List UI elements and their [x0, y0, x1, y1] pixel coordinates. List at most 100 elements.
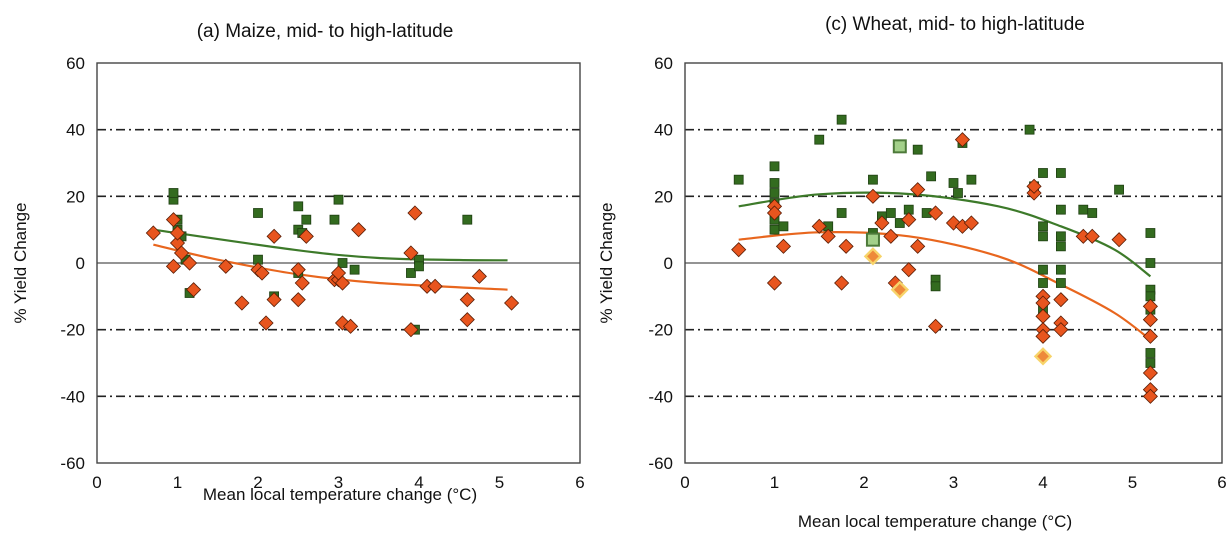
data-point-square: [333, 194, 344, 205]
data-point-diamond: [266, 292, 282, 308]
y-tick-label: -40: [648, 387, 673, 406]
data-point-diamond: [471, 268, 487, 284]
data-point-square: [1038, 168, 1048, 178]
x-tick-label: 0: [680, 473, 689, 492]
data-point-diamond: [290, 262, 306, 278]
x-tick-label: 2: [253, 473, 262, 492]
data-point-diamond: [928, 205, 944, 221]
data-point-diamond: [1142, 365, 1158, 381]
x-tick-label: 1: [173, 473, 182, 492]
data-point-diamond: [145, 225, 161, 241]
data-point-square: [1145, 228, 1156, 238]
data-point-diamond-light: [1033, 347, 1053, 366]
y-tick-label: 40: [66, 121, 85, 140]
data-point-square: [1145, 258, 1156, 268]
data-point-diamond: [182, 255, 198, 271]
y-tick-label: -20: [648, 321, 673, 340]
data-point-square: [1145, 348, 1156, 358]
data-point-square: [414, 261, 424, 272]
x-tick-label: 6: [1217, 473, 1226, 492]
data-point-diamond: [820, 228, 836, 244]
plot-area-frame: [684, 62, 1223, 464]
chart-title: (a) Maize, mid- to high-latitude: [197, 21, 454, 42]
data-point-square: [1038, 278, 1048, 288]
data-point-diamond: [165, 258, 182, 274]
data-point-square: [1056, 204, 1066, 215]
y-tick-label: 0: [76, 254, 85, 273]
x-tick-label: 5: [1128, 473, 1137, 492]
data-point-square: [349, 264, 360, 275]
data-point-square: [462, 214, 473, 225]
data-point-square: [769, 161, 780, 172]
trend-line: [738, 191, 1152, 278]
data-point-square: [836, 114, 847, 125]
data-point-square: [1038, 231, 1048, 242]
data-point-diamond: [1035, 308, 1051, 324]
y-axis-label: % Yield Change: [11, 203, 30, 324]
data-point-square: [926, 171, 937, 182]
data-point-diamond: [459, 292, 475, 308]
data-point-square: [168, 188, 179, 198]
data-point-diamond: [910, 182, 926, 198]
data-point-square-light: [865, 232, 880, 247]
data-point-diamond: [258, 315, 274, 331]
data-point-square: [836, 208, 847, 218]
data-point-diamond: [1053, 322, 1069, 338]
data-point-diamond: [218, 258, 234, 274]
data-point-diamond: [173, 245, 190, 261]
data-point-diamond: [1084, 228, 1100, 244]
plot-area-frame: [96, 62, 581, 464]
x-tick-label: 1: [770, 473, 779, 492]
data-point-diamond: [1053, 292, 1069, 308]
y-tick-label: -60: [60, 454, 85, 473]
data-point-square: [948, 178, 959, 188]
data-point-diamond-light: [863, 247, 883, 266]
data-point-square: [814, 134, 825, 145]
data-point-square: [1038, 264, 1048, 275]
data-point-diamond: [294, 275, 310, 291]
data-point-diamond: [1142, 328, 1158, 344]
panel-maize: (a) Maize, mid- to high-latitude6040200-…: [11, 21, 585, 504]
data-point-square: [1056, 241, 1066, 252]
data-point-diamond: [1035, 328, 1051, 344]
x-axis-label: Mean local temperature change (°C): [203, 485, 477, 504]
x-tick-label: 6: [575, 473, 584, 492]
data-point-diamond: [169, 225, 186, 241]
data-point-diamond-light: [890, 280, 909, 299]
data-point-square: [769, 224, 780, 235]
data-point-square: [733, 174, 744, 185]
data-point-square: [953, 188, 963, 198]
data-point-diamond: [883, 228, 899, 244]
data-point-square: [253, 208, 263, 218]
data-point-diamond: [928, 318, 944, 334]
data-point-diamond: [343, 318, 359, 334]
data-point-diamond: [186, 282, 202, 298]
data-point-diamond: [834, 275, 850, 291]
data-point-square: [1056, 278, 1066, 288]
data-point-square: [769, 188, 780, 198]
chart-title: (c) Wheat, mid- to high-latitude: [825, 14, 1085, 35]
x-tick-label: 0: [92, 473, 101, 492]
y-tick-label: 40: [654, 121, 673, 140]
data-point-square: [778, 221, 789, 232]
data-point-square: [868, 174, 878, 185]
x-tick-label: 3: [949, 473, 958, 492]
data-point-diamond: [165, 212, 182, 228]
data-point-diamond: [731, 242, 747, 258]
data-point-square: [894, 218, 905, 228]
data-point-diamond: [775, 238, 792, 254]
data-point-diamond: [838, 238, 854, 254]
data-point-diamond: [427, 278, 443, 294]
data-point-diamond: [1142, 298, 1158, 314]
data-point-square: [1078, 204, 1089, 215]
data-point-diamond: [901, 262, 917, 278]
data-point-square: [1056, 168, 1066, 178]
data-point-diamond: [403, 245, 419, 261]
y-tick-label: 60: [654, 54, 673, 73]
trend-line: [153, 228, 508, 262]
data-point-diamond: [298, 228, 314, 244]
y-tick-label: -20: [60, 321, 85, 340]
data-point-diamond: [1142, 388, 1158, 404]
data-point-diamond: [954, 132, 971, 148]
